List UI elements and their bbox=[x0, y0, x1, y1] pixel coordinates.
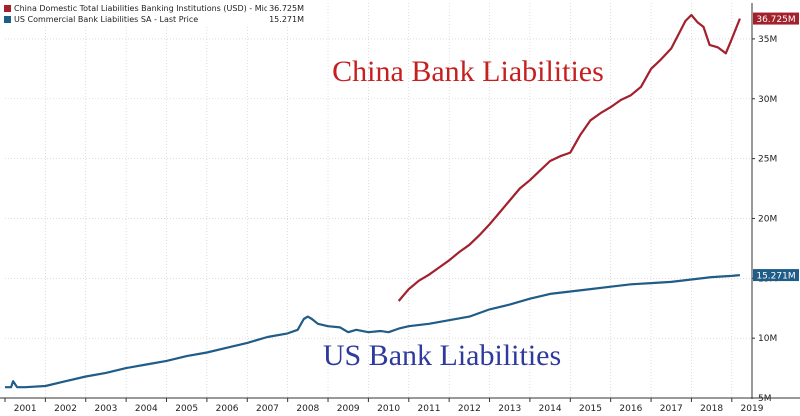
y-tick-label: 35M bbox=[758, 35, 777, 45]
y-axis: 5M10M15M20M25M30M35M bbox=[751, 3, 777, 404]
x-tick-label: 2001 bbox=[14, 404, 37, 414]
y-tick-label: 5M bbox=[758, 394, 772, 404]
x-tick-label: 2008 bbox=[296, 404, 319, 414]
annotation-china: China Bank Liabilities bbox=[332, 55, 604, 88]
x-tick-label: 2011 bbox=[418, 404, 441, 414]
x-tick-label: 2018 bbox=[700, 404, 723, 414]
x-tick-label: 2019 bbox=[741, 404, 764, 414]
y-tick-label: 30M bbox=[758, 95, 777, 105]
legend-label-china: China Domestic Total Liabilities Banking… bbox=[14, 4, 268, 13]
x-tick-label: 2007 bbox=[256, 404, 279, 414]
y-tick-label: 10M bbox=[758, 334, 777, 344]
x-tick-label: 2002 bbox=[54, 404, 77, 414]
legend-value-us: 15.271M bbox=[269, 15, 304, 24]
last-value-badges: 36.725M 15.271M bbox=[753, 12, 799, 282]
x-tick-label: 2017 bbox=[660, 404, 683, 414]
legend: China Domestic Total Liabilities Banking… bbox=[4, 3, 304, 25]
legend-item-china: China Domestic Total Liabilities Banking… bbox=[4, 3, 304, 14]
x-tick-label: 2004 bbox=[135, 404, 158, 414]
annotation-us: US Bank Liabilities bbox=[323, 339, 561, 372]
legend-item-us: US Commercial Bank Liabilities SA - Last… bbox=[4, 14, 304, 25]
last-value-label-us: 15.271M bbox=[756, 271, 795, 281]
x-tick-label: 2012 bbox=[458, 404, 481, 414]
y-tick-label: 20M bbox=[758, 214, 777, 224]
x-axis: 2001 2002 2003 2004 2005 2006 2007 2008 2009 2010… bbox=[0, 397, 800, 414]
series-line-china bbox=[397, 13, 741, 302]
x-tick-label: 2009 bbox=[337, 404, 360, 414]
legend-swatch-china bbox=[4, 5, 11, 12]
legend-value-china: 36.725M bbox=[269, 4, 304, 13]
x-tick-label: 2014 bbox=[539, 404, 562, 414]
x-tick-label: 2003 bbox=[94, 404, 117, 414]
legend-label-us: US Commercial Bank Liabilities SA - Last… bbox=[14, 15, 199, 24]
x-tick-label: 2006 bbox=[216, 404, 239, 414]
y-tick-label: 25M bbox=[758, 155, 777, 165]
series-line-us bbox=[5, 274, 741, 389]
x-tick-label: 2015 bbox=[579, 404, 602, 414]
legend-swatch-us bbox=[4, 16, 11, 23]
last-value-badge-us bbox=[753, 269, 799, 282]
last-value-label-china: 36.725M bbox=[756, 15, 795, 25]
x-tick-label: 2016 bbox=[619, 404, 642, 414]
series-lines bbox=[5, 13, 741, 389]
last-value-badge-china bbox=[753, 12, 799, 25]
x-tick-label: 2005 bbox=[175, 404, 198, 414]
x-tick-label: 2010 bbox=[377, 404, 400, 414]
x-tick-label: 2013 bbox=[498, 404, 521, 414]
